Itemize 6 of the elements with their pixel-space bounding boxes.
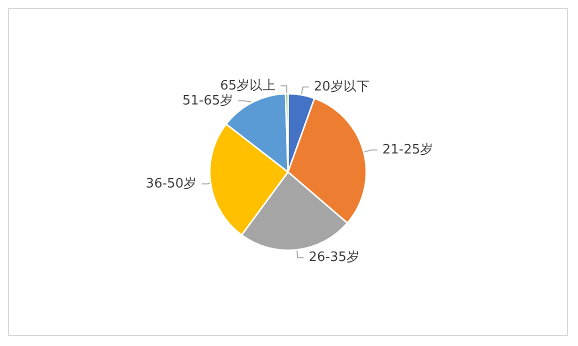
slice-label: 20岁以下 — [314, 80, 370, 95]
slice-label: 65岁以上 — [220, 78, 276, 94]
slice-label: 26-35岁 — [308, 250, 360, 266]
slice-label: 51-65岁 — [182, 93, 234, 108]
slice-label: 21-25岁 — [382, 142, 434, 158]
slice-label: 36-50岁 — [146, 176, 197, 192]
